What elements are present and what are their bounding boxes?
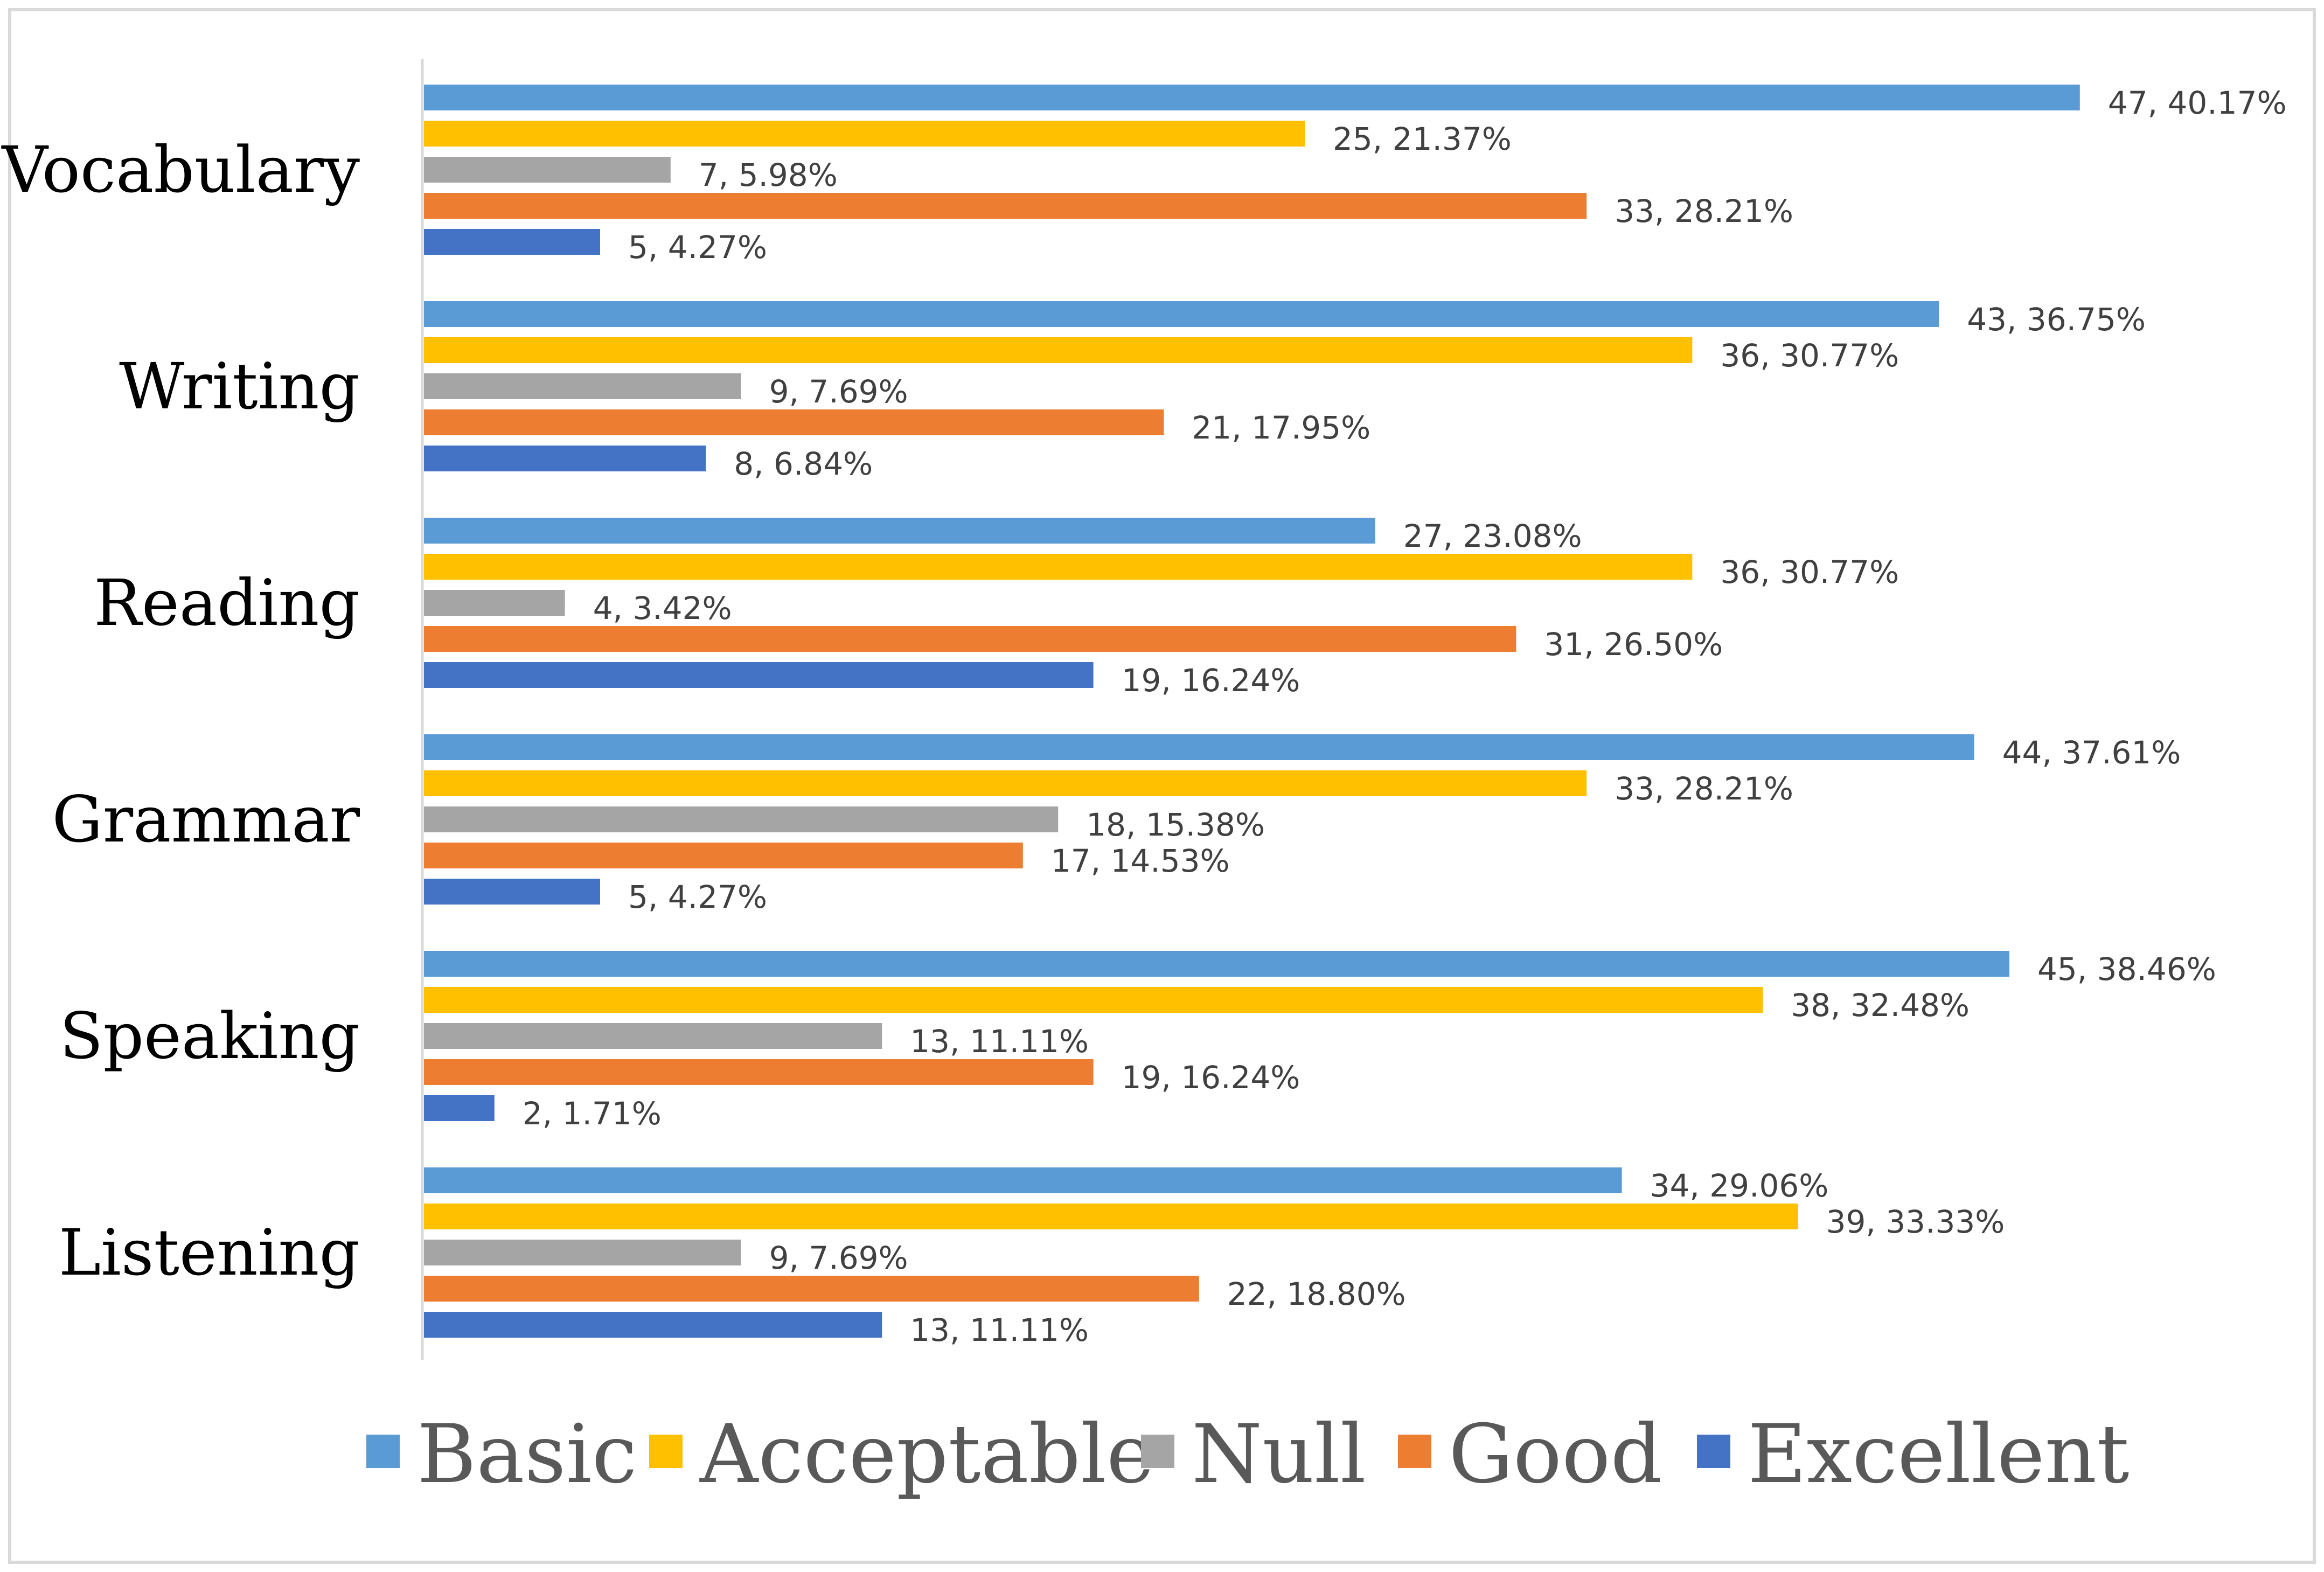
data-label-null-speaking: 13, 11.11%: [910, 1023, 1089, 1060]
data-label-excellent-reading: 19, 16.24%: [1122, 662, 1300, 699]
bar-excellent-grammar: [424, 879, 600, 905]
data-label-acceptable-speaking: 38, 32.48%: [1791, 987, 1970, 1024]
data-label-null-reading: 4, 3.42%: [593, 590, 732, 627]
bar-good-speaking: [424, 1059, 1094, 1085]
legend-swatch-excellent: [1697, 1435, 1730, 1468]
data-label-null-listening: 9, 7.69%: [769, 1240, 908, 1276]
bar-null-speaking: [424, 1023, 882, 1049]
bar-excellent-speaking: [424, 1095, 495, 1121]
data-label-basic-reading: 27, 23.08%: [1403, 518, 1582, 554]
data-label-good-writing: 21, 17.95%: [1192, 409, 1370, 446]
legend-swatch-basic: [366, 1435, 400, 1468]
category-label-reading: Reading: [94, 566, 360, 640]
data-label-excellent-listening: 13, 11.11%: [910, 1312, 1089, 1348]
category-label-vocabulary: Vocabulary: [1, 133, 360, 207]
bar-excellent-writing: [424, 446, 706, 471]
data-label-acceptable-vocabulary: 25, 21.37%: [1333, 121, 1512, 157]
data-label-basic-listening: 34, 29.06%: [1650, 1167, 1829, 1204]
data-label-excellent-vocabulary: 5, 4.27%: [628, 229, 767, 266]
bar-excellent-reading: [424, 662, 1094, 688]
data-label-good-vocabulary: 33, 28.21%: [1615, 193, 1793, 229]
bar-acceptable-writing: [424, 337, 1693, 363]
legend-label-good: Good: [1449, 1408, 1662, 1501]
bar-null-writing: [424, 373, 741, 399]
data-label-acceptable-listening: 39, 33.33%: [1826, 1204, 2005, 1240]
data-label-good-reading: 31, 26.50%: [1544, 626, 1723, 663]
legend-label-excellent: Excellent: [1748, 1408, 2129, 1501]
legend-swatch-good: [1398, 1435, 1431, 1468]
data-label-good-speaking: 19, 16.24%: [1122, 1059, 1300, 1096]
bar-basic-reading: [424, 518, 1375, 544]
data-label-null-writing: 9, 7.69%: [769, 373, 908, 410]
bar-null-reading: [424, 590, 565, 616]
bar-acceptable-listening: [424, 1204, 1798, 1229]
category-label-writing: Writing: [119, 349, 360, 423]
data-label-acceptable-grammar: 33, 28.21%: [1615, 770, 1793, 807]
bar-good-grammar: [424, 843, 1023, 868]
category-label-listening: Listening: [59, 1215, 360, 1290]
bar-null-grammar: [424, 806, 1059, 832]
bar-acceptable-grammar: [424, 770, 1587, 796]
category-labels: Vocabulary Writing Reading Grammar Speaking L…: [1, 133, 360, 1290]
legend-swatch-acceptable: [649, 1435, 683, 1468]
data-label-excellent-speaking: 2, 1.71%: [523, 1095, 662, 1132]
legend-swatch-null: [1141, 1435, 1174, 1468]
data-labels: 47, 40.17% 25, 21.37% 7, 5.98% 33, 28.21% 5,…: [523, 85, 2287, 1348]
bar-null-listening: [424, 1240, 741, 1265]
bar-good-listening: [424, 1276, 1199, 1302]
legend-label-basic: Basic: [417, 1408, 637, 1501]
bar-excellent-listening: [424, 1312, 882, 1338]
bar-good-reading: [424, 626, 1516, 652]
data-label-excellent-writing: 8, 6.84%: [734, 446, 873, 482]
data-label-basic-vocabulary: 47, 40.17%: [2108, 85, 2287, 121]
data-label-null-vocabulary: 7, 5.98%: [699, 157, 838, 193]
bar-acceptable-speaking: [424, 987, 1763, 1013]
data-label-good-listening: 22, 18.80%: [1227, 1276, 1406, 1312]
bar-acceptable-vocabulary: [424, 121, 1305, 147]
data-label-null-grammar: 18, 15.38%: [1086, 806, 1265, 843]
bar-good-vocabulary: [424, 193, 1587, 219]
bar-acceptable-reading: [424, 554, 1693, 580]
bar-basic-listening: [424, 1167, 1622, 1193]
data-label-excellent-grammar: 5, 4.27%: [628, 879, 767, 915]
data-label-basic-speaking: 45, 38.46%: [2037, 951, 2216, 987]
bar-basic-vocabulary: [424, 85, 2080, 110]
category-label-grammar: Grammar: [52, 782, 360, 857]
bar-basic-writing: [424, 301, 1939, 327]
category-label-speaking: Speaking: [60, 999, 360, 1073]
data-label-acceptable-reading: 36, 30.77%: [1720, 554, 1899, 590]
bars-layer: [424, 85, 2080, 1338]
legend-label-acceptable: Acceptable: [699, 1408, 1154, 1501]
legend-label-null: Null: [1192, 1408, 1366, 1501]
legend: Basic Acceptable Null Good Excellent: [366, 1408, 2129, 1501]
data-label-basic-grammar: 44, 37.61%: [2002, 734, 2181, 771]
data-label-basic-writing: 43, 36.75%: [1967, 301, 2146, 338]
data-label-good-grammar: 17, 14.53%: [1051, 843, 1230, 879]
bar-basic-grammar: [424, 734, 1974, 760]
bar-null-vocabulary: [424, 157, 671, 183]
bar-basic-speaking: [424, 951, 2009, 977]
bar-excellent-vocabulary: [424, 229, 600, 255]
bar-good-writing: [424, 409, 1164, 435]
data-label-acceptable-writing: 36, 30.77%: [1720, 337, 1899, 374]
